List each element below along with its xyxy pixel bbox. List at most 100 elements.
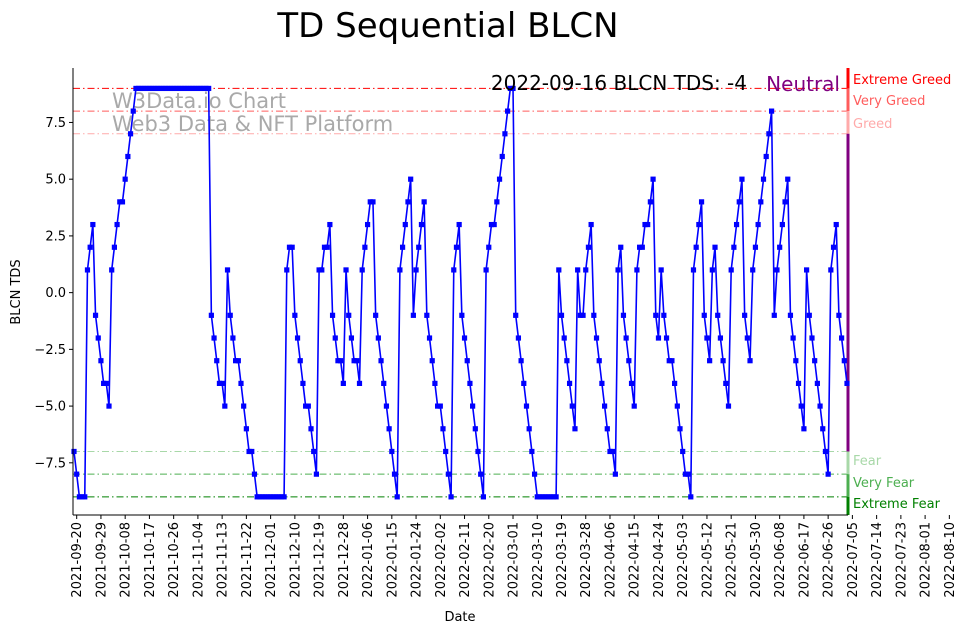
- data-point-210: [637, 244, 643, 250]
- data-point-159: [499, 153, 505, 160]
- series-blcn-tds: [71, 85, 850, 500]
- data-point-104: [351, 358, 357, 364]
- data-point-188: [577, 312, 583, 318]
- data-point-136: [437, 403, 443, 409]
- data-point-246: [733, 221, 740, 228]
- data-point-80: [286, 244, 293, 250]
- data-point-7: [90, 221, 96, 228]
- data-point-286: [841, 358, 847, 364]
- data-point-124: [405, 199, 411, 205]
- data-point-148: [470, 403, 476, 409]
- data-point-21: [127, 131, 134, 137]
- data-point-84: [297, 358, 303, 364]
- data-point-201: [612, 471, 618, 477]
- x-tick-label-8: 2021-12-01: [264, 522, 279, 598]
- x-tick-label-28: 2022-05-30: [749, 522, 764, 598]
- watermark-line-1: W3Data.io Chart: [112, 89, 286, 113]
- data-point-72: [265, 494, 271, 500]
- data-point-240: [717, 335, 724, 341]
- data-point-184: [566, 380, 573, 386]
- data-point-37: [171, 85, 177, 92]
- data-point-250: [744, 335, 750, 341]
- x-tick-label-34: 2022-07-23: [894, 522, 909, 598]
- data-point-53: [214, 358, 220, 364]
- data-point-4: [82, 494, 88, 500]
- x-tick-label-24: 2022-04-24: [652, 522, 667, 598]
- data-point-100: [340, 380, 346, 386]
- x-tick-label-0: 2021-09-20: [70, 522, 85, 598]
- data-point-242: [723, 380, 729, 386]
- data-point-33: [160, 85, 166, 92]
- data-point-256: [760, 176, 767, 182]
- data-point-135: [435, 403, 441, 409]
- y-axis-label: BLCN TDS: [9, 259, 24, 324]
- data-point-244: [728, 267, 734, 273]
- data-point-85: [300, 380, 306, 386]
- data-point-278: [820, 426, 826, 432]
- data-point-231: [693, 244, 699, 250]
- data-point-270: [798, 403, 804, 409]
- data-point-97: [332, 335, 338, 341]
- x-tick-label-9: 2021-12-10: [288, 522, 303, 598]
- data-point-99: [338, 358, 344, 364]
- x-tick-label-20: 2022-03-19: [555, 522, 570, 598]
- data-point-211: [639, 244, 645, 250]
- data-point-193: [591, 312, 597, 318]
- data-point-89: [311, 448, 317, 455]
- data-point-65: [246, 448, 252, 455]
- x-tick-label-12: 2022-01-06: [361, 522, 376, 598]
- data-point-262: [777, 244, 783, 250]
- data-point-197: [602, 403, 608, 409]
- data-point-226: [680, 448, 686, 455]
- data-point-54: [216, 380, 223, 386]
- data-point-70: [259, 494, 266, 500]
- axes: [72, 68, 848, 516]
- y-tick-label-4: 2.5: [45, 229, 66, 244]
- data-point-266: [787, 312, 794, 318]
- data-point-224: [674, 403, 680, 409]
- x-tick-label-10: 2021-12-19: [313, 522, 328, 598]
- data-point-91: [316, 267, 322, 273]
- data-point-189: [580, 312, 586, 318]
- data-point-217: [655, 335, 662, 341]
- data-point-192: [588, 221, 594, 228]
- data-point-140: [448, 494, 454, 500]
- data-point-153: [483, 267, 489, 273]
- data-point-130: [421, 199, 427, 205]
- data-point-200: [610, 448, 616, 455]
- data-point-42: [184, 85, 190, 92]
- data-point-194: [593, 335, 600, 341]
- data-point-228: [685, 471, 691, 477]
- data-point-111: [370, 199, 376, 205]
- data-point-166: [518, 358, 524, 364]
- data-point-71: [262, 494, 268, 500]
- data-point-219: [661, 312, 667, 318]
- data-point-164: [513, 312, 519, 318]
- data-point-139: [445, 471, 451, 477]
- x-tick-label-1: 2021-09-29: [94, 522, 109, 598]
- level-label-2: Greed: [853, 117, 892, 132]
- data-point-263: [779, 221, 785, 228]
- data-point-90: [313, 471, 319, 477]
- data-point-154: [486, 244, 492, 250]
- x-ticks: 2021-09-20 2021-09-29 2021-10-08 2021-10-17…: [70, 515, 958, 598]
- data-point-222: [669, 358, 675, 364]
- data-point-158: [496, 176, 503, 182]
- x-tick-label-30: 2022-06-17: [797, 522, 812, 598]
- data-point-23: [133, 85, 139, 92]
- data-point-122: [399, 244, 406, 250]
- data-point-10: [98, 358, 104, 364]
- data-point-257: [763, 153, 769, 160]
- x-tick-label-6: 2021-11-13: [216, 522, 231, 598]
- data-point-237: [709, 267, 715, 273]
- x-tick-label-19: 2022-03-10: [531, 522, 546, 598]
- data-point-275: [812, 358, 818, 364]
- data-point-20: [125, 153, 131, 160]
- x-tick-label-31: 2022-06-26: [822, 522, 837, 598]
- data-point-225: [677, 426, 683, 432]
- data-point-128: [416, 244, 422, 250]
- x-tick-label-22: 2022-04-06: [603, 522, 618, 598]
- data-point-232: [696, 221, 702, 228]
- data-point-108: [362, 244, 368, 250]
- x-tick-label-25: 2022-05-03: [676, 522, 691, 598]
